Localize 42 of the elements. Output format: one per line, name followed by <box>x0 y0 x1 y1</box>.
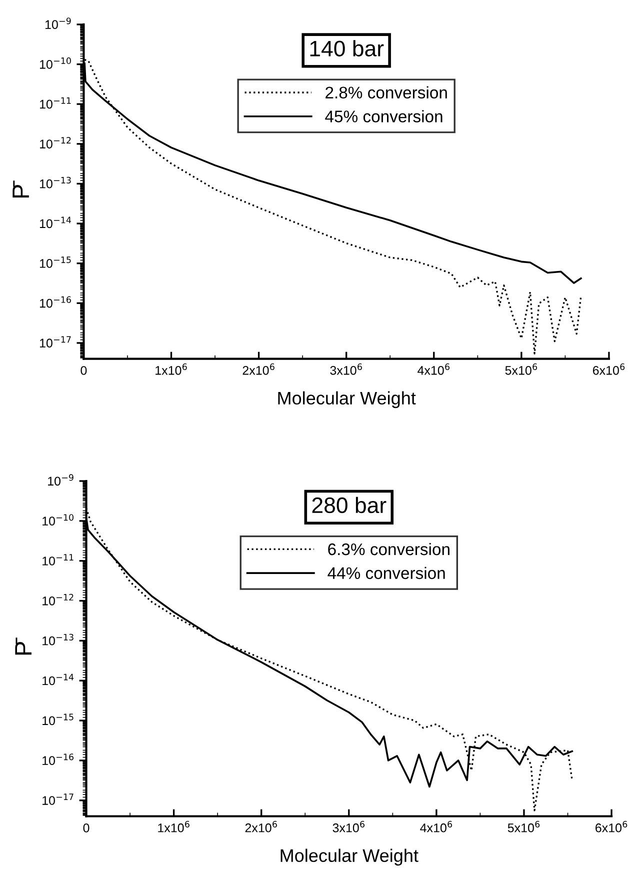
y-tick-label: 10$^{−15}$ <box>42 714 74 726</box>
x-tick-label: 4x10$^{6}$ <box>418 363 450 375</box>
y-tick-label: 10$^{−11}$ <box>40 97 71 109</box>
x-tick-label: 3x10$^{6}$ <box>332 820 365 832</box>
y-tick-label: 10$^{−11}$ <box>42 554 74 566</box>
x-tick-label: 3x10$^{6}$ <box>330 363 362 375</box>
x-tick-label: 0 <box>80 366 87 375</box>
x-tick-label: 2x10$^{6}$ <box>242 363 274 375</box>
y-tick-label: 10$^{−17}$ <box>42 794 74 805</box>
text: 280 bar <box>312 496 386 514</box>
y-tick-label: 10$^{−14}$ <box>40 216 72 228</box>
x-tick-label: 6x10$^{6}$ <box>596 820 628 832</box>
y-tick-label: 10$^{−17}$ <box>40 336 71 348</box>
y-tick-label: 10$^{−13}$ <box>40 176 71 188</box>
text: 140 bar <box>310 40 384 56</box>
x-tick-label: 0 <box>83 824 90 832</box>
y-tick-label: 10$^{−12}$ <box>42 594 74 606</box>
y-tick-label: 10$^{−12}$ <box>40 137 71 148</box>
y-tick-label: 10$^{−9}$ <box>48 474 74 486</box>
x-tick-label: 1x10$^{6}$ <box>156 363 187 375</box>
x-tick-label: 2x10$^{6}$ <box>245 820 277 832</box>
legend-label: 2.8% conversion <box>326 86 447 98</box>
y-tick-label: 10$^{−10}$ <box>40 57 71 69</box>
y-axis-title: P̄ <box>15 638 32 655</box>
y-tick-label: 10$^{−9}$ <box>45 18 71 29</box>
x-tick-label: 5x10$^{6}$ <box>508 820 540 832</box>
legend-label: 45% conversion <box>325 110 442 122</box>
y-tick-label: 10$^{−16}$ <box>40 296 71 308</box>
y-tick-label: 10$^{−13}$ <box>42 634 74 646</box>
y-tick-label: 10$^{−14}$ <box>42 674 74 686</box>
x-axis-title: Molecular Weight <box>280 848 418 866</box>
x-tick-label: 1x10$^{6}$ <box>158 820 190 832</box>
legend-label: 44% conversion <box>328 566 445 580</box>
y-axis-title: P̄ <box>12 180 29 198</box>
y-tick-label: 10$^{−16}$ <box>42 754 74 766</box>
legend-label: 6.3% conversion <box>328 542 450 556</box>
x-axis-title: Molecular Weight <box>278 391 416 408</box>
x-tick-label: 5x10$^{6}$ <box>505 363 538 375</box>
y-tick-label: 10$^{−10}$ <box>42 514 74 526</box>
y-tick-label: 10$^{−15}$ <box>40 256 71 268</box>
x-tick-label: 6x10$^{6}$ <box>592 363 625 375</box>
x-tick-label: 4x10$^{6}$ <box>420 820 452 832</box>
